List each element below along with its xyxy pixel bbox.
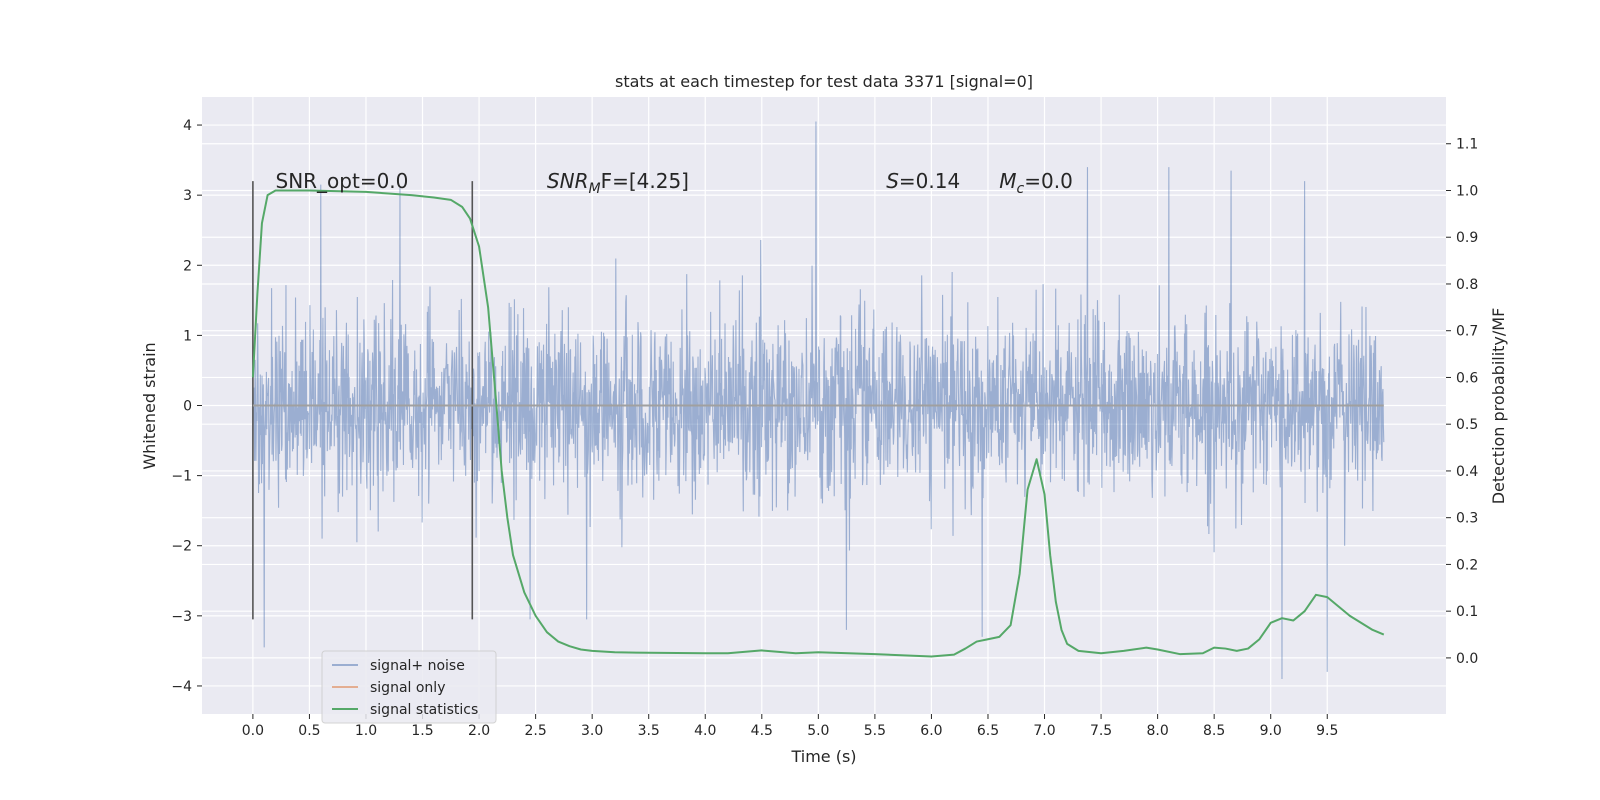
- y-tick-label: 2: [183, 258, 192, 274]
- x-tick-label: 0.0: [242, 723, 264, 739]
- noise-series: [252, 121, 1385, 679]
- y-axis-left: −4 −3 −2 −1 0 1 2 3 4: [171, 118, 202, 695]
- y2-tick-label: 0.1: [1456, 604, 1478, 620]
- x-axis-label: Time (s): [790, 747, 856, 766]
- x-tick-label: 5.5: [864, 723, 886, 739]
- x-tick-label: 5.0: [807, 723, 829, 739]
- y2-tick-label: 0.8: [1456, 277, 1478, 293]
- statistics-line: [251, 189, 1385, 658]
- x-tick-label: 7.5: [1090, 723, 1112, 739]
- y2-tick-label: 0.3: [1456, 511, 1478, 527]
- signal-statistics-series: [251, 189, 1385, 658]
- x-tick-label: 2.0: [468, 723, 490, 739]
- x-tick-label: 4.5: [751, 723, 773, 739]
- y-tick-label: −1: [171, 469, 192, 485]
- x-tick-label: 2.5: [524, 723, 546, 739]
- y2-tick-label: 0.7: [1456, 324, 1478, 340]
- legend-box: [321, 650, 497, 724]
- y2-tick-label: 0.4: [1456, 464, 1478, 480]
- annotation-snr-mf: SNRMF=[4.25]: [547, 169, 689, 197]
- window-markers: [252, 181, 474, 620]
- y-tick-label: 1: [183, 328, 192, 344]
- x-tick-label: 7.0: [1033, 723, 1055, 739]
- y-tick-label: −2: [171, 539, 192, 555]
- x-tick-label: 1.5: [411, 723, 433, 739]
- x-tick-label: 8.0: [1146, 723, 1168, 739]
- x-tick-label: 9.5: [1316, 723, 1338, 739]
- y2-tick-label: 0.9: [1456, 230, 1478, 246]
- y2-tick-label: 1.0: [1456, 183, 1478, 199]
- y2-axis-label: Detection probability/MF: [1489, 308, 1508, 505]
- y2-tick-label: 0.6: [1456, 370, 1478, 386]
- legend-label-statistics: signal statistics: [370, 702, 478, 718]
- noise-trace: [252, 121, 1385, 679]
- y-axis-right: 0.0 0.1 0.2 0.3 0.4 0.5 0.6 0.7 0.8 0.9 1.0 1.1: [1446, 137, 1478, 667]
- x-tick-label: 6.5: [977, 723, 999, 739]
- x-tick-label: 0.5: [298, 723, 320, 739]
- x-tick-label: 3.5: [638, 723, 660, 739]
- annotation-s-stat: S=0.14: [886, 169, 960, 193]
- x-tick-label: 9.0: [1260, 723, 1282, 739]
- x-tick-label: 8.5: [1203, 723, 1225, 739]
- legend-label-noise: signal+ noise: [370, 658, 465, 674]
- x-tick-label: 3.0: [581, 723, 603, 739]
- y2-tick-label: 0.2: [1456, 557, 1478, 573]
- x-tick-label: 1.0: [355, 723, 377, 739]
- annotation-mc: Mc=0.0: [999, 169, 1073, 197]
- x-axis: 0.0 0.5 1.0 1.5 2.0 2.5 3.0 3.5 4.0 4.5 5.0 5.5 6.0 6…: [242, 714, 1338, 739]
- y2-tick-label: 0.0: [1456, 651, 1478, 667]
- y2-tick-label: 0.5: [1456, 417, 1478, 433]
- y-tick-label: 3: [183, 188, 192, 204]
- y-tick-label: −4: [171, 679, 192, 695]
- chart-title: stats at each timestep for test data 337…: [615, 72, 1033, 91]
- y-tick-label: −3: [171, 609, 192, 625]
- legend: signal+ noise signal only signal statist…: [321, 650, 497, 724]
- legend-label-signal-only: signal only: [370, 680, 445, 696]
- y-tick-label: 4: [183, 118, 192, 134]
- annotations: SNR_opt=0.0 SNRMF=[4.25] S=0.14 Mc=0.0: [276, 169, 1073, 197]
- y2-tick-label: 1.1: [1456, 137, 1478, 153]
- y-axis-label: Whitened strain: [140, 342, 159, 469]
- x-tick-label: 6.0: [920, 723, 942, 739]
- x-tick-label: 4.0: [694, 723, 716, 739]
- y-tick-label: 0: [183, 399, 192, 415]
- annotation-snr-opt: SNR_opt=0.0: [276, 169, 409, 193]
